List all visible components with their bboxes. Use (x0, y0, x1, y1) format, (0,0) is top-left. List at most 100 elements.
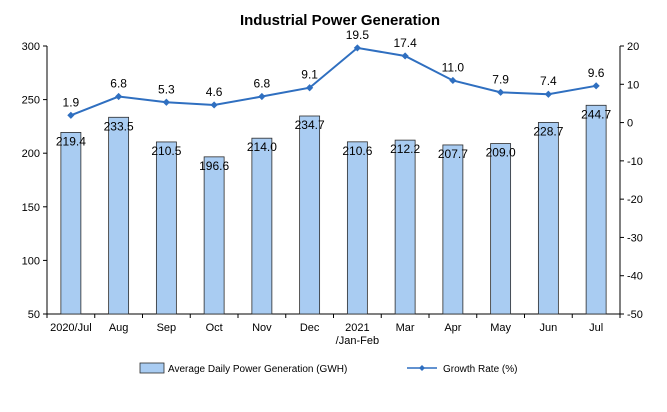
bar (251, 137, 273, 315)
line-point (67, 111, 75, 119)
y-left-tick-label: 150 (22, 202, 40, 214)
line-point (449, 76, 457, 85)
line-value-label: 1.9 (63, 95, 80, 109)
line-value-label: 17.4 (393, 36, 417, 50)
y-right-tick-label: 0 (627, 118, 633, 130)
bar (346, 141, 368, 315)
y-left-tick-label: 250 (22, 95, 40, 107)
line-point (162, 98, 170, 106)
legend-line-label: Growth Rate (%) (443, 364, 517, 375)
x-tick-label: Nov (252, 322, 272, 334)
x-tick-label: Jun (540, 322, 558, 334)
x-tick-label: 2020/Jul (50, 322, 92, 334)
x-tick-label: Aug (109, 322, 129, 334)
bar-value-label: 234.7 (295, 118, 325, 132)
x-tick-label: Dec (300, 322, 320, 334)
bar (442, 144, 464, 315)
x-tick-label-line: Sep (157, 322, 177, 334)
line-value-label: 5.3 (158, 82, 175, 96)
y-left-tick-label: 200 (22, 148, 40, 160)
chart-title: Industrial Power Generation (240, 12, 440, 29)
bar-value-label: 244.7 (581, 107, 611, 121)
line-point (210, 101, 218, 109)
line-value-labels: 1.9 6.8 5.3 4.6 6.8 9.1 19.5 17.4 11.0 7.9 7.4 9.6 (63, 28, 605, 109)
bar (155, 141, 177, 315)
line-value-label: 9.6 (588, 66, 605, 80)
line-series (67, 44, 600, 119)
axes: 50 100 150 200 250 300 -50 -40 -30 -20 -10 0 10 20 (22, 41, 643, 321)
line-point (544, 90, 552, 98)
x-tick-label-line: 2020/Jul (50, 322, 92, 334)
x-tick-label-line: Mar (396, 322, 415, 334)
bar-value-label: 210.5 (151, 144, 181, 158)
line-point (115, 92, 123, 101)
line-value-label: 9.1 (301, 68, 318, 82)
line-point (401, 52, 409, 60)
line-point (258, 92, 266, 101)
x-tick-label: May (490, 322, 511, 334)
x-tick-label-line: May (490, 322, 511, 334)
line-value-label: 19.5 (346, 28, 370, 42)
x-tick-label-line: Jul (589, 322, 603, 334)
line-value-label: 7.4 (540, 74, 557, 88)
bar-value-label: 219.4 (56, 134, 86, 148)
line-value-label: 11.0 (442, 60, 465, 74)
y-right-tick-label: 20 (627, 41, 639, 53)
bar (60, 132, 82, 315)
line-point (353, 44, 361, 52)
x-tick-label: Mar (396, 322, 415, 334)
bar-value-label: 233.5 (104, 119, 134, 133)
bar-value-label: 228.7 (533, 124, 563, 138)
x-tick-label: Jul (589, 322, 603, 334)
bar (585, 104, 607, 315)
x-tick-labels: 2020/Jul Aug Sep Oct Nov Dec 2021/Jan-Feb Mar Ap… (50, 322, 603, 347)
line-point (306, 84, 314, 92)
line-value-label: 6.8 (110, 77, 127, 91)
x-tick-label: Apr (444, 322, 461, 334)
bar-value-labels: 219.4 233.5 210.5 196.6 214.0 234.7 210.6 212.2… (56, 107, 612, 173)
x-tick-label: 2021/Jan-Feb (336, 322, 379, 347)
bar-series (60, 104, 607, 315)
line-point (497, 88, 505, 96)
x-tick-label: Oct (206, 322, 223, 334)
y-right-tick-label: 10 (627, 79, 639, 91)
y-left-tick-label: 300 (22, 41, 40, 53)
x-tick-label-line: Oct (206, 322, 223, 334)
bar-value-label: 212.2 (390, 142, 420, 156)
y-right-tick-label: -40 (627, 271, 643, 283)
legend-bar-label: Average Daily Power Generation (GWH) (168, 364, 347, 375)
legend: Average Daily Power Generation (GWH) Gro… (139, 362, 517, 375)
bar-value-label: 209.0 (486, 146, 516, 160)
y-right-tick-label: -50 (627, 309, 643, 321)
x-tick-label-line: Apr (444, 322, 461, 334)
bar-value-label: 214.0 (247, 140, 277, 154)
bar-value-label: 196.6 (199, 159, 229, 173)
x-tick-label: Sep (157, 322, 177, 334)
y-left-tick-label: 100 (22, 255, 40, 267)
bar (299, 115, 321, 315)
bar (490, 143, 512, 315)
bar (537, 122, 559, 315)
legend-bar-swatch (139, 362, 165, 374)
growth-rate-line (70, 46, 597, 117)
legend-line-marker (419, 365, 425, 371)
line-value-label: 7.9 (492, 72, 509, 86)
line-value-label: 6.8 (254, 77, 271, 91)
y-right-tick-label: -20 (627, 194, 643, 206)
bar (203, 156, 225, 315)
x-tick-label-line: Nov (252, 322, 272, 334)
bar-value-label: 207.7 (438, 147, 468, 161)
line-point (592, 82, 600, 90)
line-value-label: 4.6 (206, 85, 223, 99)
y-left-tick-label: 50 (28, 309, 40, 321)
bar (394, 139, 416, 315)
bar (108, 116, 130, 315)
x-tick-label-line: Aug (109, 322, 129, 334)
x-tick-label-line: 2021 (345, 322, 369, 334)
x-tick-label-line: Jun (540, 322, 558, 334)
y-right-tick-label: -30 (627, 232, 643, 244)
x-tick-label-line: Dec (300, 322, 320, 334)
y-right-tick-label: -10 (627, 156, 643, 168)
bar-value-label: 210.6 (342, 144, 372, 158)
